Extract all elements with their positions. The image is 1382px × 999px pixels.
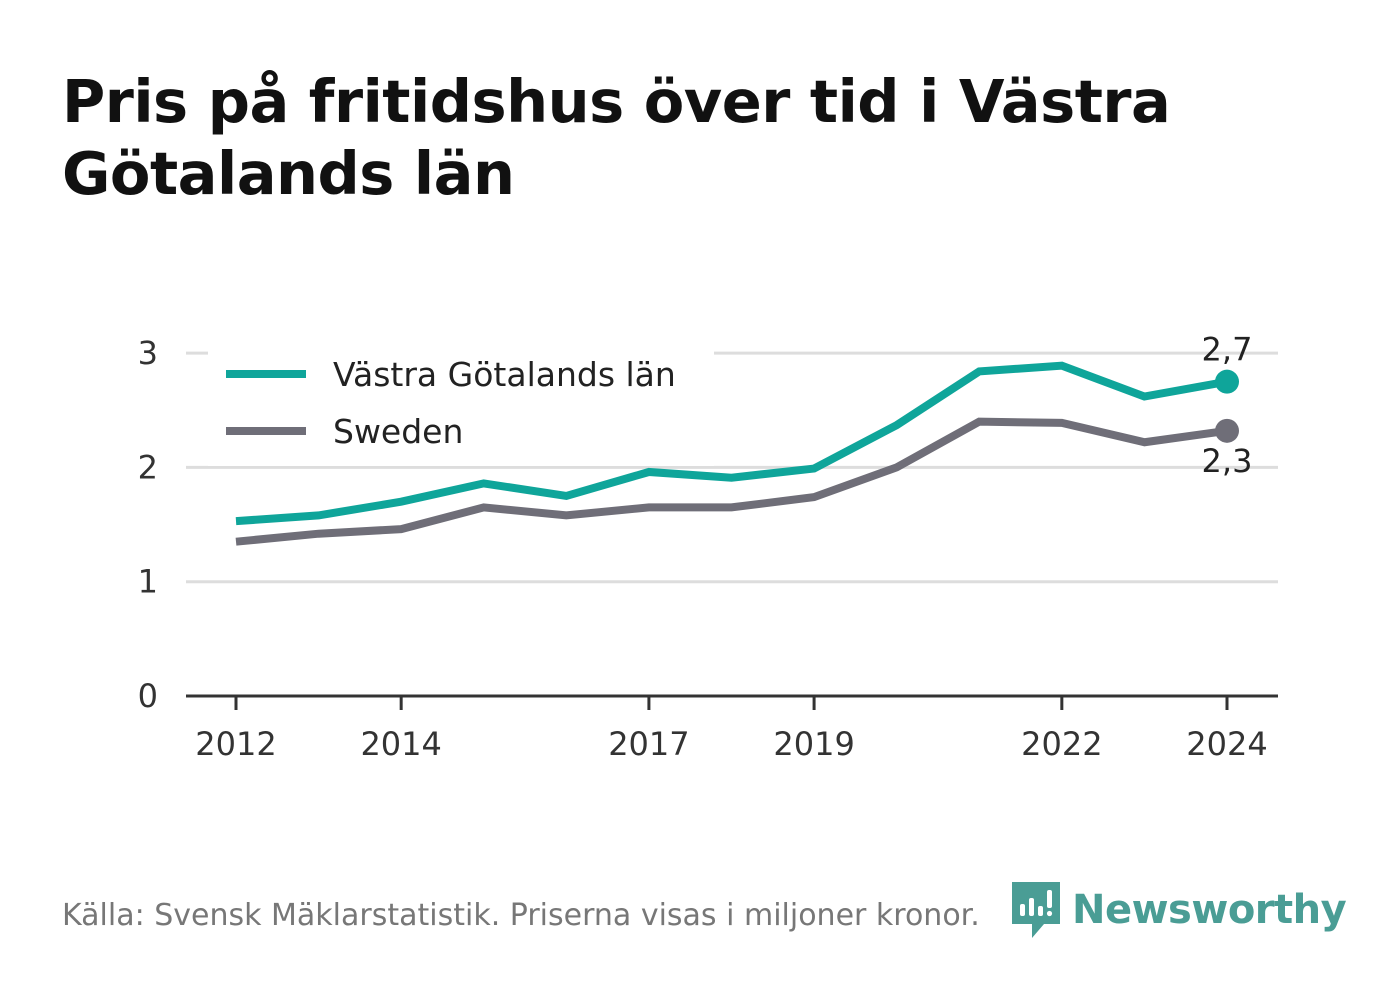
y-axis-ticks: 0 1 2 3 (138, 334, 158, 715)
y-tick-label: 1 (138, 563, 158, 601)
x-axis-ticks: 2012 2014 2017 2019 2022 2024 (195, 696, 1268, 763)
end-label: 2,7 (1202, 331, 1253, 369)
x-tick-label: 2019 (773, 725, 854, 763)
y-tick-label: 0 (138, 677, 158, 715)
legend-label: Sweden (333, 412, 463, 451)
y-tick-label: 3 (138, 334, 158, 372)
series-line (235, 361, 1228, 526)
end-point (1215, 418, 1239, 443)
legend-label: Västra Götalands län (333, 355, 676, 394)
source-note: Källa: Svensk Mäklarstatistik. Priserna … (62, 898, 980, 933)
end-label: 2,3 (1202, 442, 1253, 480)
newsworthy-logo-icon (1012, 882, 1060, 938)
series-line (235, 417, 1228, 546)
brand-name: Newsworthy (1072, 887, 1347, 933)
legend: Västra Götalands län Sweden (208, 348, 714, 466)
end-labels: 2,3 2,7 (1202, 331, 1253, 480)
x-tick-label: 2022 (1021, 725, 1102, 763)
x-tick-label: 2024 (1186, 725, 1267, 763)
x-tick-label: 2012 (195, 725, 276, 763)
end-point (1215, 369, 1239, 394)
y-tick-label: 2 (138, 448, 158, 486)
series-lines (235, 361, 1239, 546)
legend-background (208, 348, 714, 466)
x-tick-label: 2014 (360, 725, 441, 763)
chart-title: Pris på fritidshus över tid i Västra Göt… (62, 67, 1171, 208)
x-tick-label: 2017 (608, 725, 689, 763)
brand-logo: Newsworthy (1010, 880, 1347, 940)
